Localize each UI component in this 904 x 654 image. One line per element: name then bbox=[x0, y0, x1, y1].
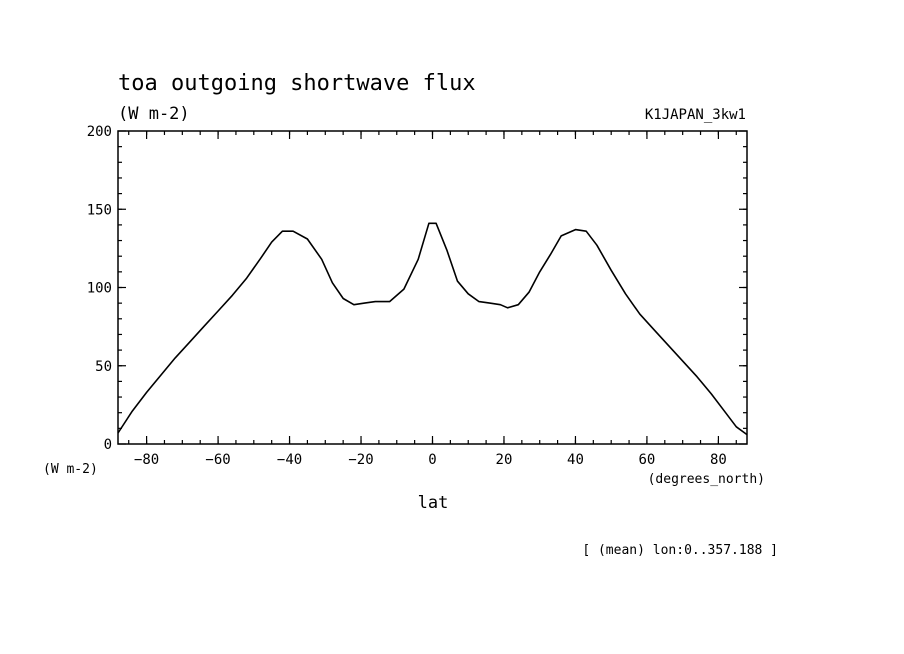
series-line bbox=[117, 222, 748, 436]
x-tick-label: −80 bbox=[134, 452, 159, 468]
chart-units: (W m-2) bbox=[118, 104, 190, 124]
y-tick-label: 150 bbox=[87, 202, 112, 218]
major-ticks bbox=[118, 130, 747, 445]
y-tick-label: 0 bbox=[104, 437, 112, 453]
y-tick-label: 50 bbox=[95, 359, 112, 375]
y-tick-label: 100 bbox=[87, 281, 112, 297]
y-tick-labels: 0 50 100 150 200 bbox=[87, 124, 112, 453]
mean-note: [ (mean) lon:0..357.188 ] bbox=[582, 543, 778, 558]
x-tick-label: 60 bbox=[639, 452, 656, 468]
dataset-label: K1JAPAN_3kw1 bbox=[645, 107, 746, 123]
x-tick-label: −20 bbox=[348, 452, 373, 468]
x-tick-label: 80 bbox=[710, 452, 727, 468]
x-tick-label: 20 bbox=[496, 452, 513, 468]
x-axis-label: lat bbox=[418, 493, 449, 513]
x-tick-labels: −80 −60 −40 −20 0 20 40 60 80 bbox=[134, 452, 727, 468]
x-units-label: (degrees_north) bbox=[648, 472, 765, 487]
x-tick-label: 0 bbox=[428, 452, 436, 468]
y-units-label: (W m-2) bbox=[43, 462, 98, 477]
plot-frame bbox=[117, 130, 748, 445]
x-tick-label: −40 bbox=[277, 452, 302, 468]
x-tick-label: 40 bbox=[567, 452, 584, 468]
chart-title: toa outgoing shortwave flux bbox=[118, 71, 476, 96]
x-tick-label: −60 bbox=[205, 452, 230, 468]
minor-ticks bbox=[118, 131, 747, 444]
y-tick-label: 200 bbox=[87, 124, 112, 140]
